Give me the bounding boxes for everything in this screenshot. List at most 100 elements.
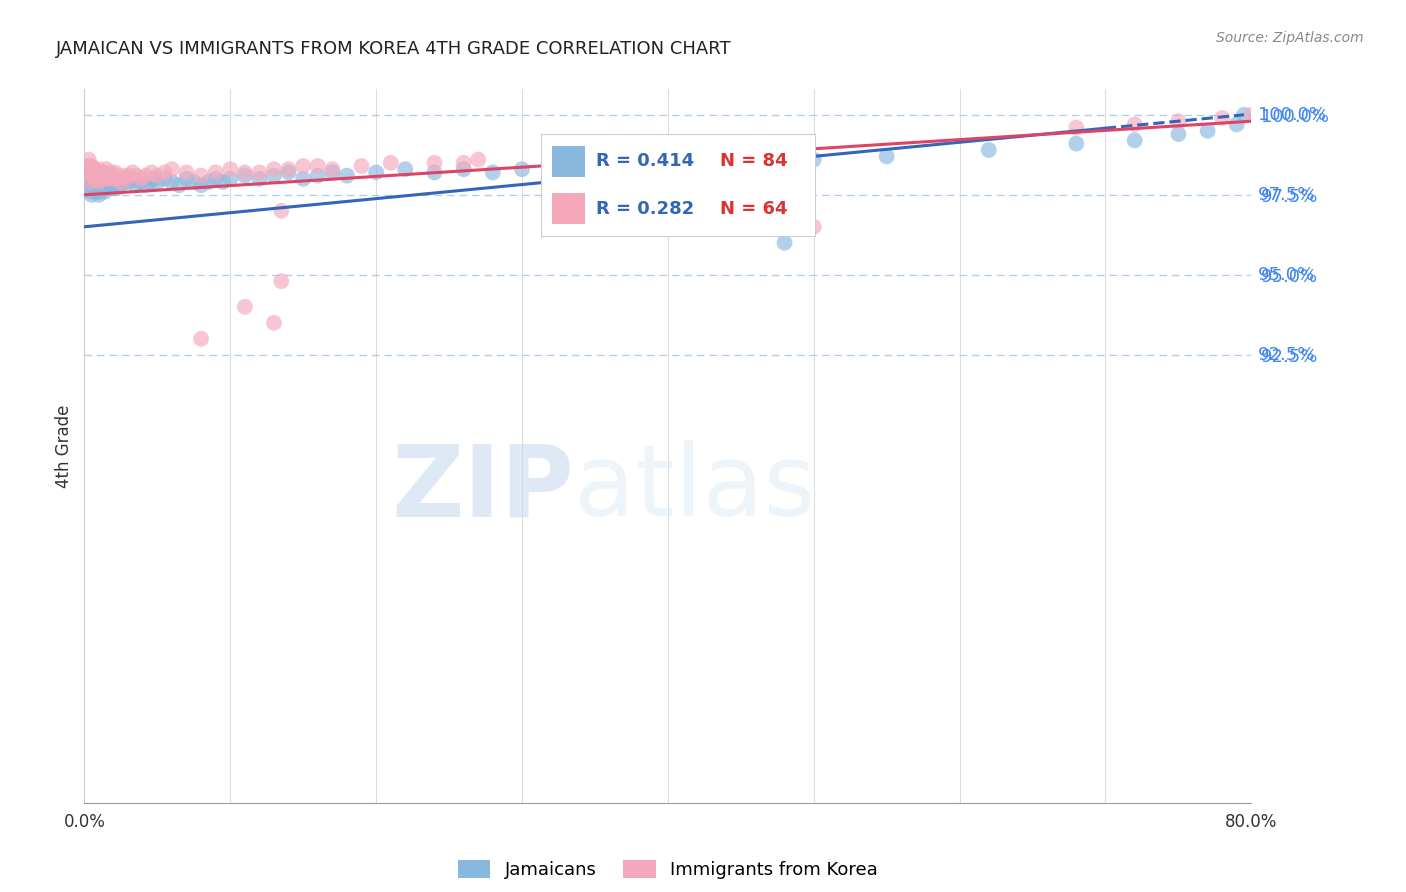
Point (84, 175, 107, 189)
Point (510, 162, 533, 177)
Text: 95.0%: 95.0% (1258, 266, 1316, 284)
Point (97, 169, 120, 183)
Point (247, 171, 270, 186)
Text: N = 84: N = 84 (720, 153, 787, 170)
Point (307, 169, 329, 183)
Point (87, 187, 110, 202)
Point (77, 153, 100, 167)
Point (76, 171, 98, 186)
Point (366, 165, 388, 179)
Point (453, 156, 475, 170)
Point (128, 175, 150, 189)
Point (101, 169, 124, 183)
Point (233, 165, 256, 179)
Point (90, 181, 112, 195)
Point (83, 162, 105, 177)
Point (104, 165, 127, 179)
Point (125, 169, 148, 183)
Point (153, 165, 176, 179)
Point (204, 171, 226, 186)
Point (139, 175, 162, 189)
FancyBboxPatch shape (553, 146, 585, 177)
Point (114, 171, 136, 186)
Point (129, 171, 152, 186)
Point (146, 175, 169, 189)
Point (97, 175, 120, 189)
Point (190, 178, 212, 193)
Point (394, 162, 416, 177)
Text: R = 0.414: R = 0.414 (596, 153, 695, 170)
Point (96, 162, 118, 177)
Point (190, 332, 212, 346)
Text: 92.5%: 92.5% (1258, 346, 1316, 364)
Point (107, 175, 129, 189)
Point (77, 159, 100, 173)
Point (336, 169, 359, 183)
Text: R = 0.282: R = 0.282 (596, 200, 695, 218)
Point (197, 175, 219, 189)
Point (76, 162, 98, 177)
Point (91, 165, 114, 179)
Point (83, 171, 105, 186)
Point (96, 169, 118, 183)
Point (380, 156, 402, 170)
Point (100, 165, 122, 179)
Point (89, 175, 111, 189)
Point (160, 175, 183, 189)
Point (105, 181, 128, 195)
Point (583, 162, 606, 177)
Point (79, 169, 101, 183)
Point (86, 178, 108, 193)
Point (124, 178, 146, 193)
Point (773, 235, 796, 250)
Point (270, 274, 292, 288)
Point (80, 165, 103, 179)
Point (79, 185, 101, 199)
Point (132, 171, 155, 186)
Point (82, 165, 104, 179)
Point (121, 165, 143, 179)
FancyBboxPatch shape (553, 194, 585, 224)
Point (292, 159, 315, 173)
Point (263, 169, 285, 183)
Point (135, 169, 157, 183)
Point (103, 171, 125, 186)
Point (686, 156, 709, 170)
Point (183, 175, 205, 189)
Point (190, 169, 212, 183)
Legend: Jamaicans, Immigrants from Korea: Jamaicans, Immigrants from Korea (450, 853, 886, 887)
Point (115, 171, 138, 186)
Point (467, 153, 489, 167)
Point (87, 181, 110, 195)
Point (1226, 117, 1249, 131)
Point (1167, 127, 1189, 141)
Point (1123, 133, 1146, 147)
Point (83, 181, 105, 195)
Point (79, 175, 101, 189)
Point (204, 165, 226, 179)
Point (321, 165, 343, 179)
Point (91, 178, 114, 193)
Point (803, 219, 825, 234)
Point (91, 171, 114, 186)
Point (263, 316, 285, 330)
Point (110, 178, 132, 193)
Point (84, 185, 107, 199)
Point (101, 175, 124, 189)
Point (80, 178, 103, 193)
Point (540, 159, 562, 173)
Point (87, 175, 110, 189)
Text: Source: ZipAtlas.com: Source: ZipAtlas.com (1216, 31, 1364, 45)
Point (105, 169, 128, 183)
Point (86, 165, 108, 179)
Text: JAMAICAN VS IMMIGRANTS FROM KOREA 4TH GRADE CORRELATION CHART: JAMAICAN VS IMMIGRANTS FROM KOREA 4TH GR… (56, 40, 733, 58)
Point (112, 169, 135, 183)
Point (100, 178, 122, 193)
Point (270, 203, 292, 218)
Point (90, 171, 112, 186)
Point (350, 159, 373, 173)
Y-axis label: 4th Grade: 4th Grade (55, 404, 73, 488)
Point (98, 171, 121, 186)
Point (94, 185, 117, 199)
Text: 100.0%: 100.0% (1258, 106, 1326, 124)
